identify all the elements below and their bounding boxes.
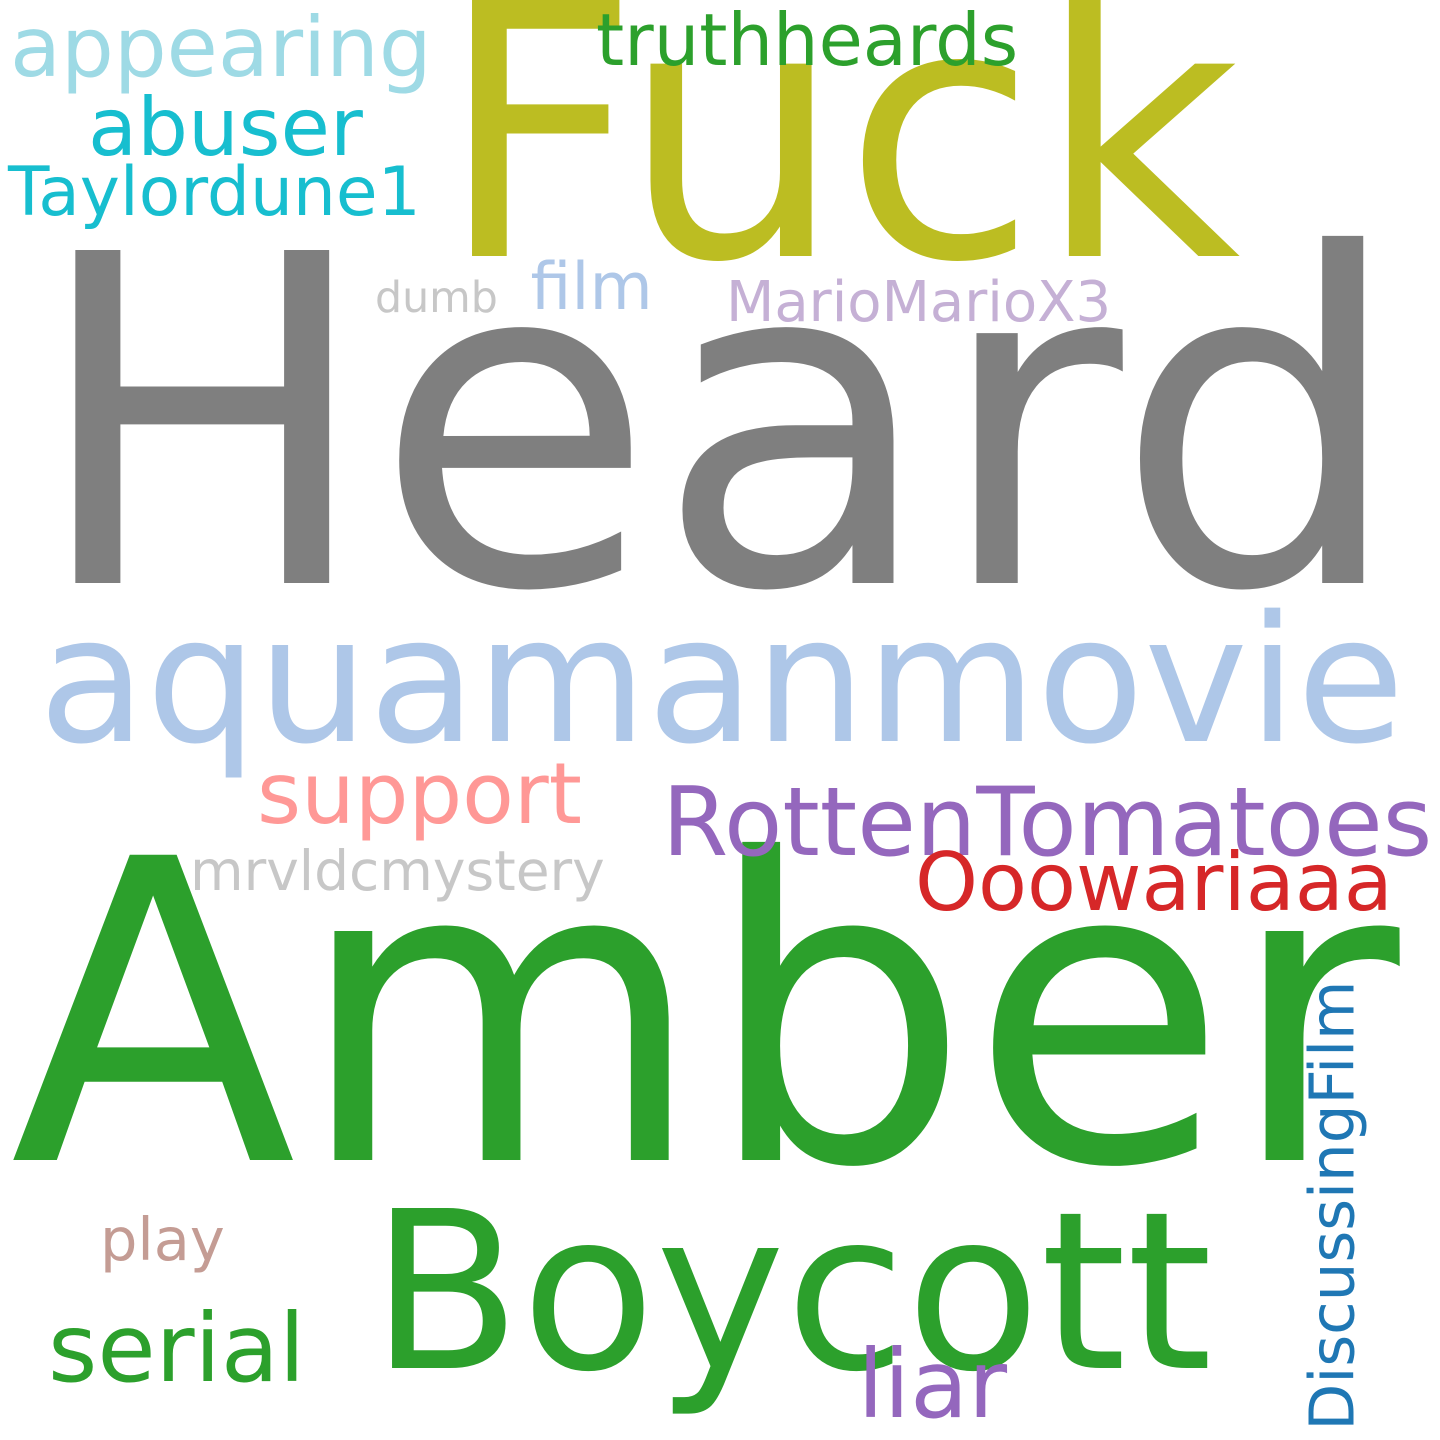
word-rottentomatoes: RottenTomatoes [662, 766, 1433, 878]
word-serial: serial [48, 1293, 306, 1404]
word-truthheards: truthheards [596, 0, 1019, 82]
word-play: play [100, 1204, 225, 1274]
word-fuck: Fuck [437, 0, 1241, 339]
word-mariomariox3: MarioMarioX3 [726, 269, 1112, 335]
word-abuser: abuser [88, 81, 363, 174]
word-taylordune1: Taylordune1 [8, 151, 421, 231]
word-heard: Heard [30, 158, 1405, 691]
word-ooowariaaa: Ooowariaaa [915, 836, 1393, 929]
word-appearing: appearing [10, 0, 432, 96]
word-liar: liar [857, 1329, 1008, 1440]
word-aquamanmovie: aquamanmovie [38, 578, 1405, 783]
word-mrvldcmystery: mrvldcmystery [190, 838, 605, 903]
word-amber: Amber [10, 770, 1400, 1259]
word-discussingfilm: DiscussingFilm [1297, 979, 1369, 1431]
word-film: film [530, 249, 653, 325]
word-boycott: Boycott [370, 1164, 1213, 1420]
word-support: support [257, 744, 582, 843]
word-dumb: dumb [375, 272, 498, 323]
